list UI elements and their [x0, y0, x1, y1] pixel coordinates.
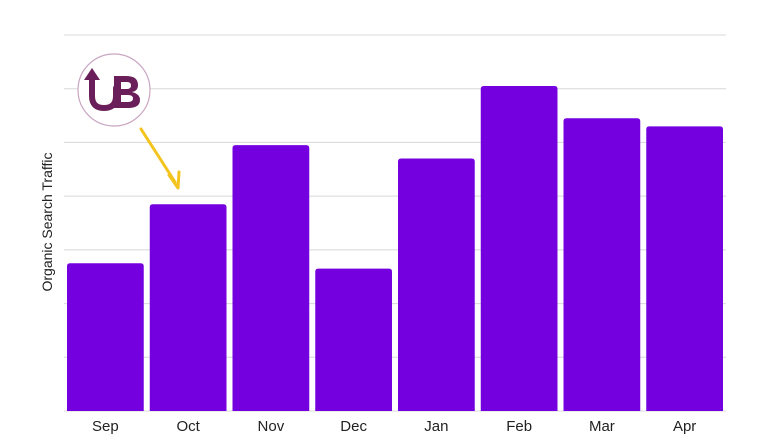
x-tick-label: Sep — [92, 418, 119, 435]
x-tick-label: Nov — [258, 418, 285, 435]
bar-dec — [315, 268, 392, 411]
x-tick-label: Mar — [589, 418, 615, 435]
bar-oct — [149, 204, 227, 411]
x-tick-labels: Sep Oct Nov Dec Jan Feb Mar Apr — [92, 418, 696, 435]
ub-logo-icon — [77, 53, 151, 127]
bar-sep — [67, 263, 144, 411]
annotation-arrow — [139, 127, 181, 190]
y-axis-title: Organic Search Traffic — [39, 152, 55, 291]
x-tick-label: Dec — [340, 418, 367, 435]
bar-feb — [480, 86, 558, 412]
x-tick-label: Feb — [506, 418, 532, 435]
bars — [67, 86, 723, 412]
bar-jan — [398, 158, 475, 411]
bar-mar — [563, 118, 641, 411]
bar-apr — [646, 126, 723, 412]
bar-nov — [232, 145, 310, 411]
x-tick-label: Oct — [176, 418, 200, 435]
x-tick-label: Apr — [673, 418, 696, 435]
x-tick-label: Jan — [424, 418, 448, 435]
